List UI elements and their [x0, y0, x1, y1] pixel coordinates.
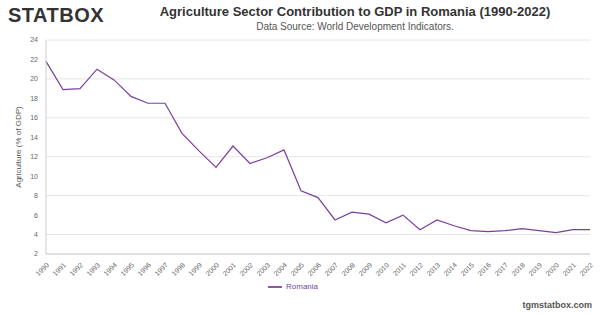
svg-text:2012: 2012 — [408, 261, 424, 277]
html-text:tgmstatbox.com: tgmstatbox.com — [522, 300, 592, 310]
html-text:Data Source: World Development: Data Source: World Development Indicator… — [256, 21, 454, 32]
svg-text:1992: 1992 — [68, 261, 84, 277]
svg-text:1998: 1998 — [170, 261, 186, 277]
svg-text:1991: 1991 — [51, 261, 67, 277]
svg-text:2019: 2019 — [527, 261, 543, 277]
svg-text:22: 22 — [30, 56, 38, 63]
svg-text:2020: 2020 — [544, 261, 560, 277]
svg-text:2008: 2008 — [340, 261, 356, 277]
svg-text:2004: 2004 — [272, 261, 288, 277]
svg-text:2021: 2021 — [561, 261, 577, 277]
svg-text:2007: 2007 — [323, 261, 339, 277]
svg-text:18: 18 — [30, 95, 38, 102]
svg-text:2022: 2022 — [578, 261, 592, 277]
svg-text:2005: 2005 — [289, 261, 305, 277]
svg-text:1990: 1990 — [34, 261, 50, 277]
svg-text:1999: 1999 — [187, 261, 203, 277]
svg-text:Agriculture (% of GDP): Agriculture (% of GDP) — [14, 106, 23, 188]
svg-text:2013: 2013 — [425, 261, 441, 277]
svg-text:2002: 2002 — [238, 261, 254, 277]
svg-text:2000: 2000 — [204, 261, 220, 277]
svg-text:24: 24 — [30, 36, 38, 43]
html-text:Romania: Romania — [286, 282, 318, 292]
svg-text:10: 10 — [30, 173, 38, 180]
svg-text:2: 2 — [34, 250, 38, 257]
svg-text:6: 6 — [34, 212, 38, 219]
svg-text:2009: 2009 — [357, 261, 373, 277]
svg-text:2006: 2006 — [306, 261, 322, 277]
html-text:STATBOX: STATBOX — [8, 4, 105, 26]
svg-text:2014: 2014 — [442, 261, 458, 277]
svg-text:16: 16 — [30, 114, 38, 121]
svg-text:4: 4 — [34, 231, 38, 238]
html-text:Agriculture Sector Contributio: Agriculture Sector Contribution to GDP i… — [159, 4, 551, 19]
svg-text:2017: 2017 — [493, 261, 509, 277]
svg-text:20: 20 — [30, 75, 38, 82]
svg-text:2018: 2018 — [510, 261, 526, 277]
svg-text:1997: 1997 — [153, 261, 169, 277]
svg-text:2001: 2001 — [221, 261, 237, 277]
svg-text:14: 14 — [30, 134, 38, 141]
svg-text:8: 8 — [34, 192, 38, 199]
svg-text:2010: 2010 — [374, 261, 390, 277]
svg-text:1995: 1995 — [119, 261, 135, 277]
svg-text:2016: 2016 — [476, 261, 492, 277]
svg-text:1994: 1994 — [102, 261, 118, 277]
svg-text:12: 12 — [30, 153, 38, 160]
svg-text:1996: 1996 — [136, 261, 152, 277]
svg-text:2003: 2003 — [255, 261, 271, 277]
svg-text:2011: 2011 — [392, 261, 408, 277]
svg-text:1993: 1993 — [85, 261, 101, 277]
svg-text:2015: 2015 — [459, 261, 475, 277]
